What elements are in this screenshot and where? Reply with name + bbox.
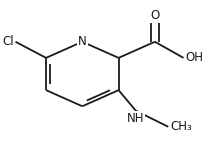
Text: Cl: Cl	[2, 35, 14, 48]
Text: N: N	[78, 35, 87, 48]
Text: CH₃: CH₃	[170, 120, 192, 133]
Text: O: O	[150, 9, 159, 22]
Text: OH: OH	[185, 51, 204, 64]
Text: NH: NH	[127, 112, 145, 125]
